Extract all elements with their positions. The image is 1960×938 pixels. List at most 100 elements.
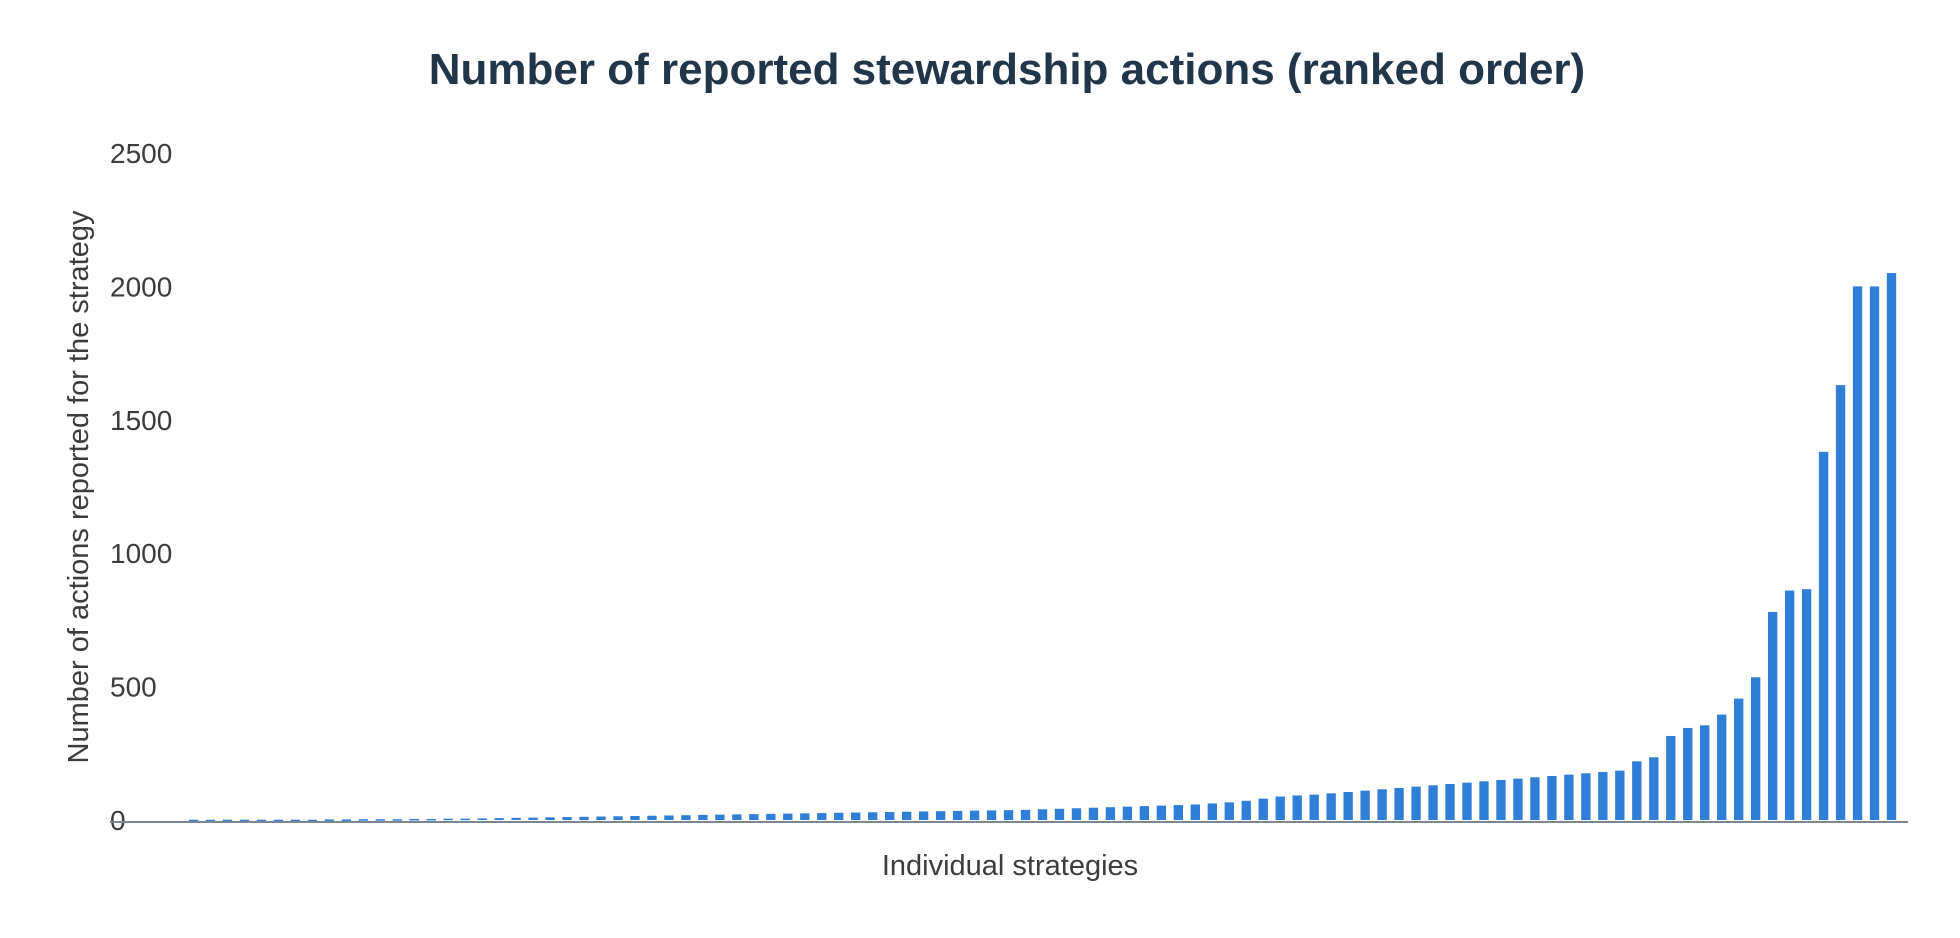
bar: [1649, 757, 1659, 820]
bar: [1598, 771, 1608, 820]
bar: [732, 814, 742, 820]
bar: [1428, 785, 1438, 820]
bar: [613, 816, 623, 820]
bar: [868, 812, 878, 820]
bar: [766, 813, 776, 820]
bar: [545, 817, 555, 820]
bar: [1394, 787, 1404, 820]
bar: [1835, 385, 1846, 820]
bar: [477, 818, 487, 820]
bar: [918, 811, 929, 820]
bar: [528, 817, 538, 820]
bar: [1767, 611, 1778, 820]
chart-title: Number of reported stewardship actions (…: [429, 45, 1585, 94]
bar: [358, 819, 368, 821]
bar: [392, 819, 402, 821]
bar: [1700, 725, 1710, 820]
bar: [1071, 808, 1082, 820]
bar: [1020, 809, 1031, 820]
bar: [1343, 791, 1353, 820]
bar: [1037, 809, 1048, 820]
bar: [1801, 589, 1812, 820]
bar: [1479, 781, 1489, 820]
bar: [1852, 286, 1863, 820]
bar: [1003, 810, 1014, 820]
bar-series: [188, 273, 1897, 822]
bar: [1462, 782, 1472, 820]
bar: [664, 815, 674, 820]
y-tick-label: 2500: [110, 138, 172, 169]
bar: [341, 819, 351, 821]
bar: [596, 816, 606, 820]
bar: [409, 818, 419, 821]
bar: [1156, 805, 1167, 820]
bar: [1564, 774, 1574, 820]
bar: [749, 814, 759, 820]
bar: [1275, 796, 1285, 820]
bar: [1054, 808, 1065, 820]
bar: [800, 813, 810, 820]
bar: [1411, 786, 1421, 820]
bar: [935, 811, 946, 820]
y-tick-label: 0: [110, 805, 126, 836]
bar: [1632, 761, 1642, 820]
bar: [1496, 779, 1506, 820]
bar: [1326, 793, 1336, 820]
bar: [817, 813, 827, 820]
bar: [1377, 789, 1387, 820]
bar: [239, 819, 250, 822]
bar: [188, 819, 199, 822]
bar: [715, 814, 725, 820]
bar: [1241, 800, 1251, 820]
bar: [579, 816, 589, 820]
bar: [1581, 773, 1591, 820]
bar: [1751, 677, 1761, 820]
bar: [494, 818, 504, 820]
bar: [1547, 775, 1557, 820]
bar: [952, 810, 963, 820]
bar: [1530, 777, 1540, 820]
bar: [1207, 803, 1217, 820]
bar: [1088, 807, 1099, 820]
bar: [783, 813, 793, 820]
bar: [698, 814, 708, 820]
bar: [307, 819, 318, 822]
y-tick-label: 2000: [110, 271, 172, 302]
y-tick-label: 1000: [110, 538, 172, 569]
bar: [1309, 794, 1319, 820]
bar: [1292, 795, 1302, 820]
bar: [1717, 714, 1727, 820]
bar: [1734, 698, 1744, 820]
bar: [1173, 805, 1184, 820]
bar: [1122, 806, 1133, 820]
bar: [1513, 778, 1523, 820]
bar: [1683, 727, 1693, 820]
bar: [901, 811, 912, 820]
bar: [1139, 806, 1150, 820]
bar: [1784, 590, 1795, 820]
bar: [511, 817, 521, 820]
bar: [1615, 770, 1625, 820]
bar: [1445, 783, 1455, 820]
y-tick-label: 500: [110, 672, 157, 703]
bar: [460, 818, 470, 821]
bar: [1666, 735, 1676, 820]
bar: [205, 819, 216, 822]
bar: [1886, 273, 1897, 820]
x-axis-label: Individual strategies: [882, 850, 1138, 882]
bar: [443, 818, 453, 821]
bar: [426, 818, 436, 821]
bar: [834, 812, 844, 820]
bar: [630, 816, 640, 820]
bar: [1360, 790, 1370, 820]
y-axis-label: Number of actions reported for the strat…: [63, 210, 95, 763]
bar: [1818, 451, 1829, 820]
y-tick-label: 1500: [110, 405, 172, 436]
bar: [562, 817, 572, 820]
bar: [256, 819, 267, 822]
bar: [222, 819, 233, 822]
bar: [1105, 807, 1116, 820]
bar: [969, 810, 980, 820]
